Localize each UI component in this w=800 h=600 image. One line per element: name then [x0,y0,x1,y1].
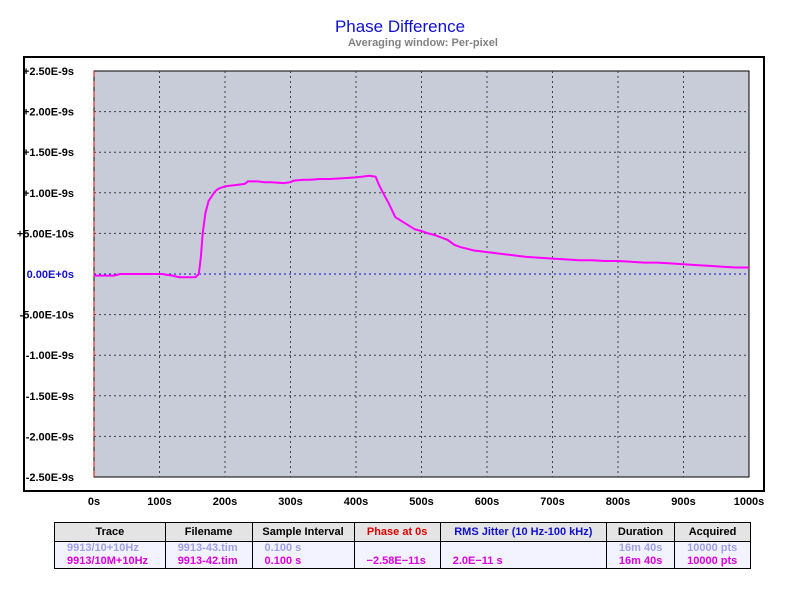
legend-cell: 9913-42.tim [164,555,253,569]
y-tick-label: -5.00E-10s [20,310,74,322]
x-tick-label: 400s [344,496,368,508]
x-tick-label: 900s [671,496,695,508]
chart-subtitle: Averaging window: Per-pixel [348,37,498,49]
legend-header-cell: Acquired [674,522,751,542]
x-tick-label: 500s [409,496,433,508]
x-tick-label: 600s [475,496,499,508]
y-tick-label: -2.50E-9s [26,472,74,484]
chart-title: Phase Difference [334,17,466,36]
legend-header-cell: Trace [54,522,166,542]
legend-cell [353,541,441,555]
legend-header-cell: Phase at 0s [353,522,441,542]
phase-series-line [94,174,749,279]
y-tick-label: -1.00E-9s [26,350,74,362]
x-tick-label: 700s [540,496,564,508]
legend-cell: 9913/10+10Hz [54,541,166,555]
y-tick-label: -2.00E-9s [26,431,74,443]
x-tick-label: 300s [278,496,302,508]
legend-row: 9913/10+10Hz 9913-43.tim 0.100 s 16m 40s 100… [54,541,751,555]
y-tick-label: +1.50E-9s [23,147,74,159]
y-tick-label: +2.50E-9s [23,66,74,78]
y-tick-label: +5.00E-10s [17,228,74,240]
legend-header-cell: Sample Interval [251,522,355,542]
y-tick-label: +2.00E-9s [23,107,74,119]
x-tick-label: 1000s [734,496,765,508]
legend-cell: 16m 40s [605,555,676,569]
legend-cell: 10000 pts [674,541,751,555]
legend-cell [439,541,607,555]
y-tick-label: 0.00E+0s [27,269,74,281]
legend-cell: 2.0E−11 s [439,555,607,569]
x-tick-label: 200s [213,496,237,508]
y-tick-label: +1.00E-9s [23,188,74,200]
x-tick-label: 0s [88,496,100,508]
legend-body: 9913/10+10Hz 9913-43.tim 0.100 s 16m 40s 100… [54,541,751,569]
legend-cell: 10000 pts [674,555,751,569]
legend-header-cell: RMS Jitter (10 Hz-100 kHz) [439,522,607,542]
legend-cell: 9913/10M+10Hz [54,555,166,569]
legend-cell: 16m 40s [605,541,676,555]
y-tick-label: -1.50E-9s [26,391,74,403]
x-tick-label: 100s [147,496,171,508]
legend-cell: 0.100 s [251,541,355,555]
x-tick-label: 800s [606,496,630,508]
legend-cell: 9913-43.tim [164,541,253,555]
legend-header-row: Trace Filename Sample Interval Phase at 0s R… [54,522,751,542]
trace-legend-table: Trace Filename Sample Interval Phase at 0s R… [54,522,751,569]
phase-difference-chart: +2.50E-9s +2.00E-9s +1.50E-9s +1.00E-9s +5.0… [17,56,765,508]
legend-header-cell: Duration [605,522,676,542]
legend-header-cell: Filename [164,522,253,542]
legend-cell: −2.58E−11s [353,555,441,569]
legend-cell: 0.100 s [251,555,355,569]
legend-row: 9913/10M+10Hz 9913-42.tim 0.100 s −2.58E−11… [54,555,751,569]
